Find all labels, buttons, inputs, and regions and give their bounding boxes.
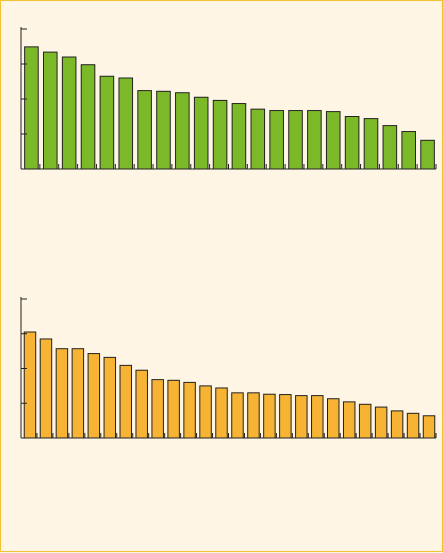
- bar: [103, 356, 117, 439]
- bar: [295, 395, 308, 439]
- bar: [406, 412, 420, 439]
- bar: [263, 393, 276, 439]
- bar: [23, 331, 37, 439]
- bar: [55, 348, 69, 439]
- bar: [119, 364, 132, 439]
- bar: [156, 90, 171, 170]
- bar: [342, 401, 356, 439]
- bar: [215, 387, 228, 439]
- bar: [325, 111, 341, 170]
- bar: [327, 398, 340, 439]
- bar: [71, 348, 85, 439]
- bar: [311, 395, 324, 439]
- bar: [43, 51, 58, 170]
- bar: [382, 125, 398, 170]
- bar: [193, 96, 209, 170]
- bar: [231, 103, 247, 170]
- bar: [99, 75, 115, 170]
- bar: [250, 108, 266, 170]
- bar: [288, 110, 303, 170]
- bar: [167, 379, 180, 439]
- bar: [344, 116, 360, 170]
- bar: [269, 110, 284, 170]
- bar: [24, 46, 39, 170]
- bar: [61, 56, 77, 170]
- bar: [137, 90, 152, 170]
- bar: [175, 92, 190, 170]
- bar: [135, 369, 148, 439]
- bar: [401, 131, 416, 170]
- bar: [231, 392, 244, 439]
- bar: [87, 353, 101, 439]
- bar: [358, 403, 372, 439]
- bar: [374, 406, 388, 439]
- bar: [247, 392, 260, 439]
- bar: [390, 410, 404, 439]
- bar: [183, 381, 196, 439]
- bar: [422, 415, 436, 439]
- bar: [80, 64, 96, 170]
- bar: [307, 110, 322, 170]
- bar: [118, 77, 134, 170]
- bar: [420, 139, 435, 170]
- bar: [363, 118, 379, 170]
- bar: [199, 385, 212, 439]
- bar: [39, 338, 53, 439]
- bar: [279, 394, 292, 439]
- bar: [151, 379, 164, 439]
- bar: [212, 99, 228, 170]
